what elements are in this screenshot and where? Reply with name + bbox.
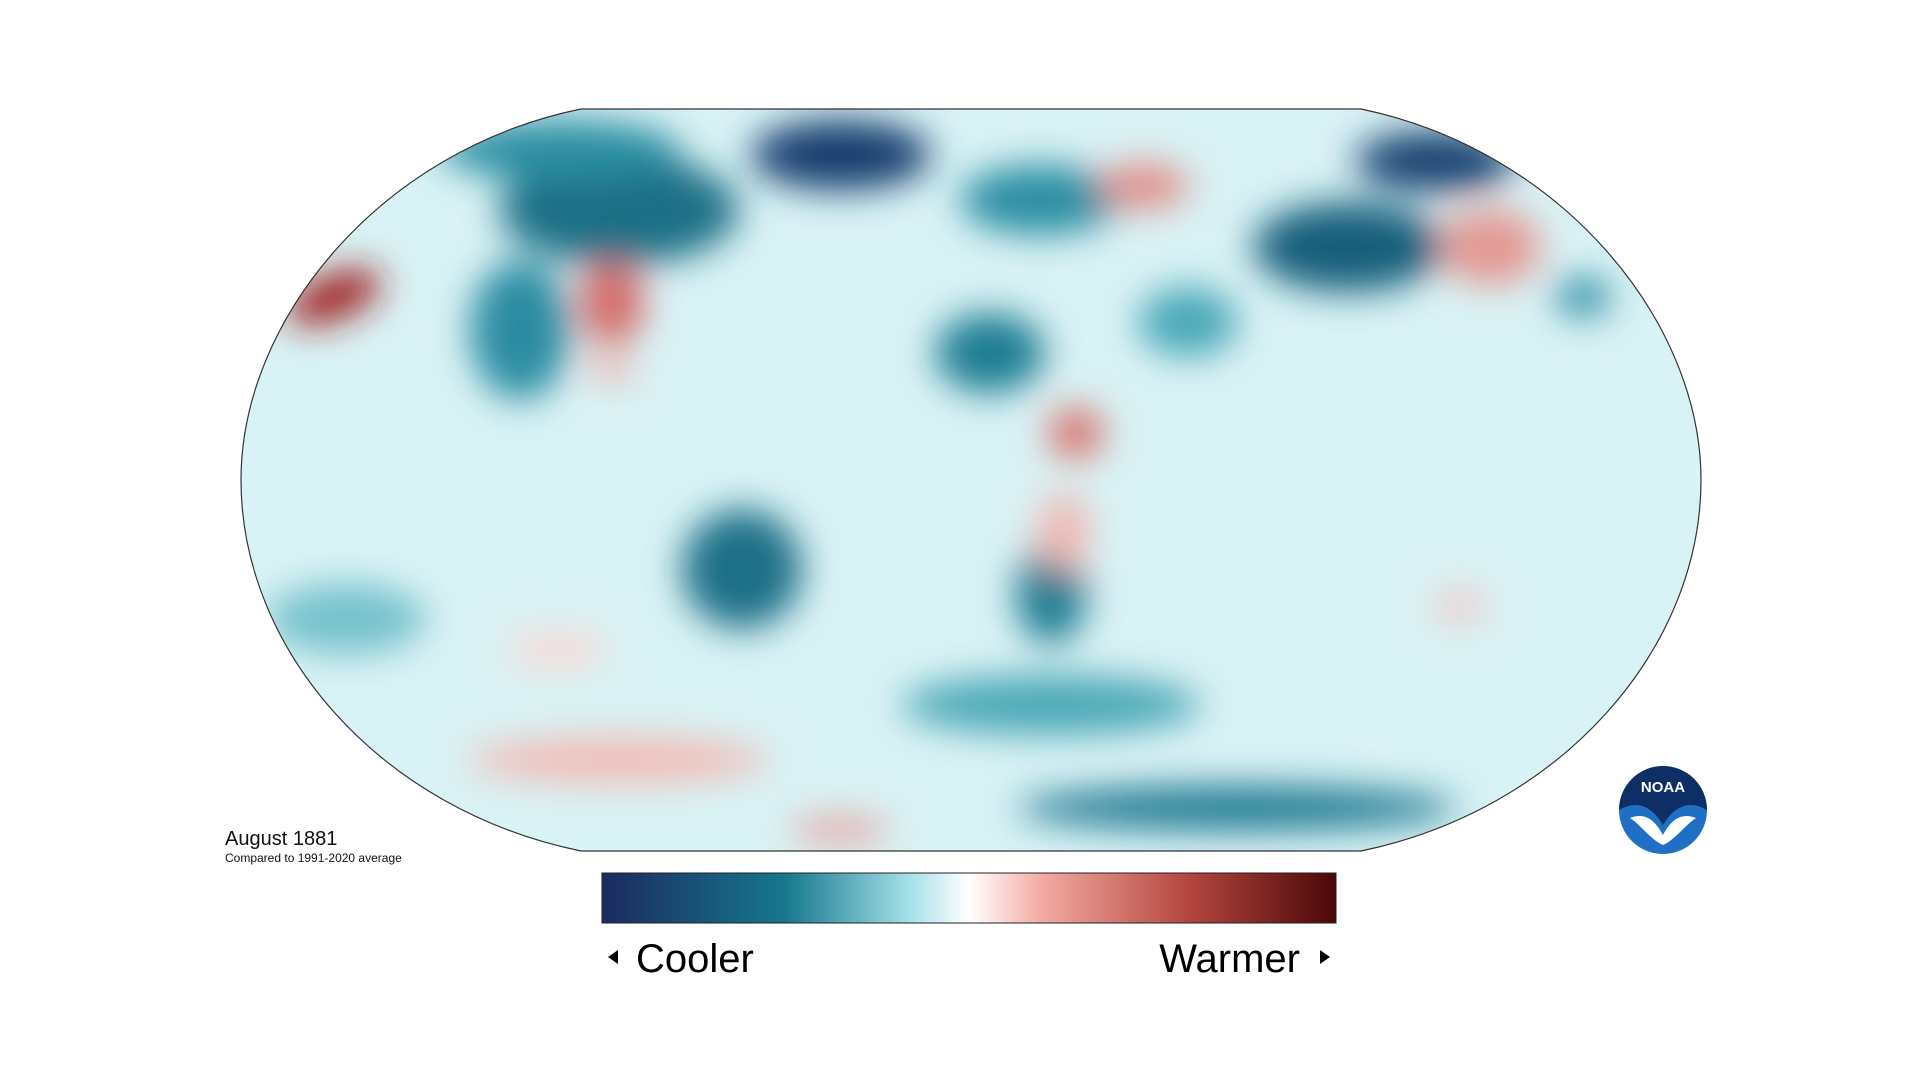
anomaly-warm [1441,209,1541,285]
arrow-left [608,950,618,964]
anomaly-cool [935,313,1045,393]
legend-high: Warmer [1159,937,1300,981]
map-subtitle: Compared to 1991-2020 average [225,851,402,865]
anomaly-cool [1253,202,1443,292]
anomaly-warm [507,630,607,670]
noaa-logo: NOAA [1619,766,1707,854]
logo-bird [1630,815,1696,845]
anomaly-warm [469,738,769,782]
anomaly-cool [1555,277,1611,317]
legend-low: Cooler [636,937,754,981]
anomaly-warm [1435,591,1485,621]
anomaly-cool [266,584,426,654]
anomaly-warm [1099,164,1189,208]
anomaly-warm [286,269,382,325]
anomaly-cool [1138,287,1238,357]
anomaly-warm [1048,407,1104,459]
arrow-right [1320,950,1330,964]
map-outline [240,108,1702,852]
anomaly-cool [499,155,739,265]
anomaly-warm [790,818,890,842]
logo-top [1619,766,1707,825]
anomaly-cool [901,675,1201,735]
anomaly-warm [590,354,634,382]
anomaly-cool [440,120,680,180]
anomaly-fields [266,120,1611,842]
anomaly-cool [960,165,1120,235]
anomaly-warm [1038,492,1090,572]
anomaly-cool [751,120,931,190]
anomaly-cool [470,260,570,400]
anomaly-warm [580,261,644,345]
map-title: August 1881 [225,828,337,850]
anomaly-cool [1355,131,1515,191]
anomaly-cool [1017,786,1457,830]
anomaly-map [241,109,1701,851]
anomaly-cool [682,509,802,629]
logo-text: NOAA [1641,779,1685,796]
color-scale [601,872,1337,924]
